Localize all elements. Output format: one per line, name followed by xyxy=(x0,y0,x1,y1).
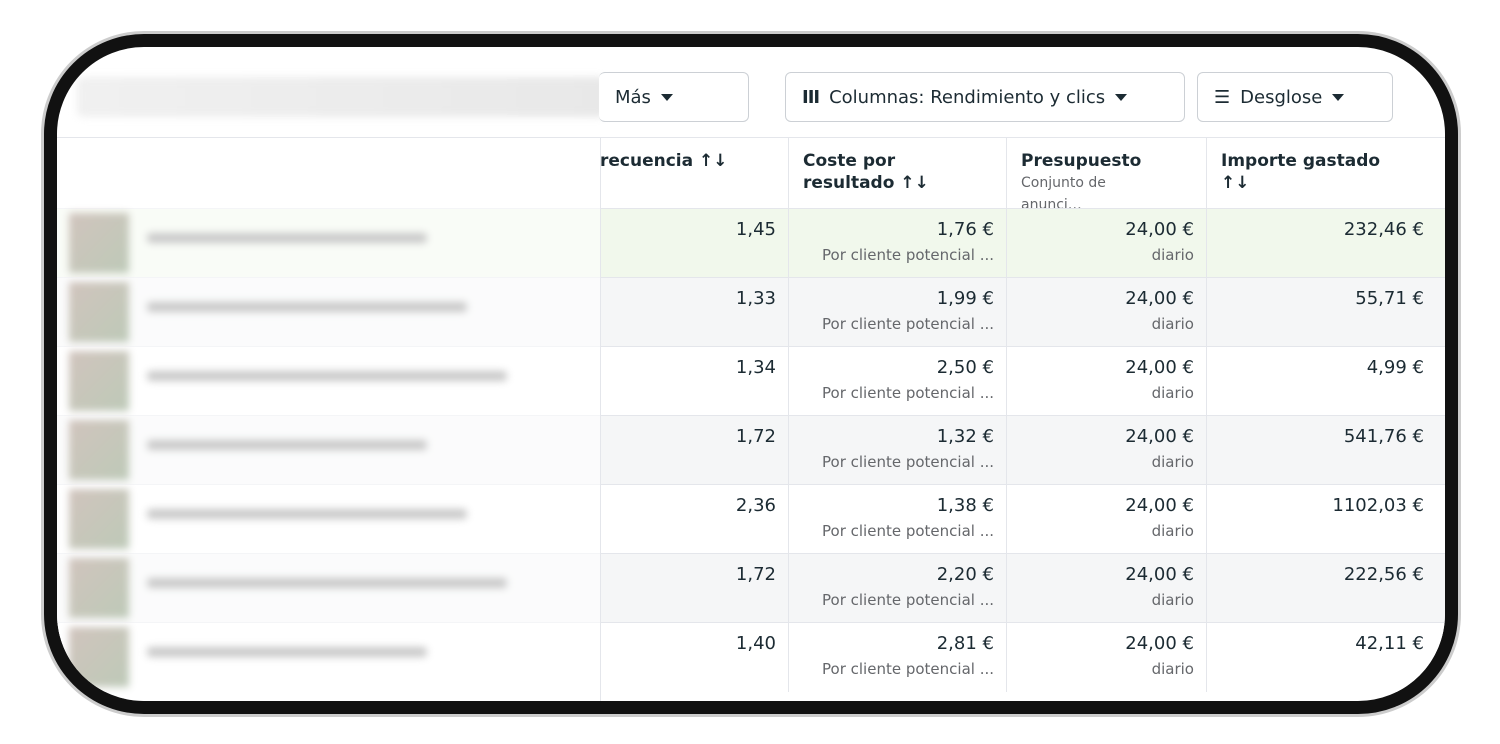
more-button[interactable]: Más xyxy=(599,72,749,122)
cell-value: 222,56 € xyxy=(1343,564,1424,585)
cell-note: Por cliente potencial ... xyxy=(822,384,994,402)
cell-frequency: 1,72 xyxy=(600,554,788,623)
cell-value: 2,50 € xyxy=(936,357,994,378)
cell-spent: 42,11 € xyxy=(1206,623,1436,692)
header-cost[interactable]: Coste por resultado ↑↓ xyxy=(788,138,1006,208)
cell-frequency: 1,40 xyxy=(600,623,788,692)
cell-budget: 24,00 € diario xyxy=(1006,623,1206,692)
header-frequency[interactable]: recuencia ↑↓ xyxy=(600,138,788,208)
cell-cost: 2,50 € Por cliente potencial ... xyxy=(788,347,1006,416)
breakdown-button[interactable]: ☰ Desglose xyxy=(1197,72,1393,122)
cell-spent: 4,99 € xyxy=(1206,347,1436,416)
cell-value: 541,76 € xyxy=(1343,426,1424,447)
cell-value: 24,00 € xyxy=(1125,495,1194,516)
cell-spent: 541,76 € xyxy=(1206,416,1436,485)
header-spent[interactable]: Importe gastado ↑↓ xyxy=(1206,138,1436,208)
header-budget[interactable]: Presupuesto Conjunto de anunci… xyxy=(1006,138,1206,213)
cell-value: 4,99 € xyxy=(1366,357,1424,378)
cell-note: diario xyxy=(1151,315,1194,333)
cell-spent: 222,56 € xyxy=(1206,554,1436,623)
header-label: Importe gastado ↑↓ xyxy=(1221,151,1381,193)
cell-note: Por cliente potencial ... xyxy=(822,315,994,333)
cell-value: 1,45 xyxy=(735,219,776,240)
cell-cost: 2,81 € Por cliente potencial ... xyxy=(788,623,1006,692)
cell-cost: 1,32 € Por cliente potencial ... xyxy=(788,416,1006,485)
cell-cost: 1,99 € Por cliente potencial ... xyxy=(788,278,1006,347)
cell-cost: 2,20 € Por cliente potencial ... xyxy=(788,554,1006,623)
cell-value: 1,40 xyxy=(735,633,776,654)
header-label: Presupuesto xyxy=(1021,151,1142,171)
button-label: Más xyxy=(615,86,651,108)
cell-value: 1,38 € xyxy=(936,495,994,516)
cell-spent: 55,71 € xyxy=(1206,278,1436,347)
cell-value: 1,99 € xyxy=(936,288,994,309)
cell-value: 1,72 xyxy=(735,564,776,585)
cell-value: 42,11 € xyxy=(1355,633,1424,654)
cell-value: 2,36 xyxy=(735,495,776,516)
cell-cost: 1,76 € Por cliente potencial ... xyxy=(788,209,1006,278)
cell-note: Por cliente potencial ... xyxy=(822,591,994,609)
cell-value: 55,71 € xyxy=(1355,288,1424,309)
cell-value: 1102,03 € xyxy=(1332,495,1424,516)
cell-note: Por cliente potencial ... xyxy=(822,660,994,678)
cell-budget: 24,00 € diario xyxy=(1006,416,1206,485)
cell-frequency: 2,36 xyxy=(600,485,788,554)
header-label: Coste por resultado ↑↓ xyxy=(803,151,929,193)
cell-value: 24,00 € xyxy=(1125,564,1194,585)
cell-note: diario xyxy=(1151,660,1194,678)
cell-note: diario xyxy=(1151,246,1194,264)
cell-value: 24,00 € xyxy=(1125,633,1194,654)
blurred-name-panel xyxy=(57,138,601,701)
cell-cost: 1,38 € Por cliente potencial ... xyxy=(788,485,1006,554)
cell-budget: 24,00 € diario xyxy=(1006,209,1206,278)
cell-value: 24,00 € xyxy=(1125,288,1194,309)
cell-budget: 24,00 € diario xyxy=(1006,485,1206,554)
cell-value: 24,00 € xyxy=(1125,219,1194,240)
cell-spent: 1102,03 € xyxy=(1206,485,1436,554)
cell-value: 24,00 € xyxy=(1125,357,1194,378)
header-label: recuencia ↑↓ xyxy=(600,151,728,171)
cell-budget: 24,00 € diario xyxy=(1006,278,1206,347)
cell-note: diario xyxy=(1151,591,1194,609)
cell-note: Por cliente potencial ... xyxy=(822,522,994,540)
cell-value: 1,76 € xyxy=(936,219,994,240)
cell-value: 2,20 € xyxy=(936,564,994,585)
cell-value: 2,81 € xyxy=(936,633,994,654)
cell-note: diario xyxy=(1151,453,1194,471)
cell-value: 1,72 xyxy=(735,426,776,447)
cell-budget: 24,00 € diario xyxy=(1006,554,1206,623)
cell-value: 24,00 € xyxy=(1125,426,1194,447)
cell-spent: 232,46 € xyxy=(1206,209,1436,278)
cell-value: 1,34 xyxy=(735,357,776,378)
cell-note: Por cliente potencial ... xyxy=(822,246,994,264)
cell-value: 1,32 € xyxy=(936,426,994,447)
phone-frame: Más III Columnas: Rendimiento y clics ☰ De… xyxy=(44,34,1458,714)
cell-frequency: 1,45 xyxy=(600,209,788,278)
cell-value: 1,33 xyxy=(735,288,776,309)
button-label: Desglose xyxy=(1240,86,1323,108)
cell-frequency: 1,34 xyxy=(600,347,788,416)
cell-budget: 24,00 € diario xyxy=(1006,347,1206,416)
cell-value: 232,46 € xyxy=(1343,219,1424,240)
blurred-toolbar xyxy=(77,77,607,117)
columns-button[interactable]: III Columnas: Rendimiento y clics xyxy=(785,72,1185,122)
cell-note: Por cliente potencial ... xyxy=(822,453,994,471)
cell-frequency: 1,33 xyxy=(600,278,788,347)
cell-note: diario xyxy=(1151,522,1194,540)
cell-frequency: 1,72 xyxy=(600,416,788,485)
cell-note: diario xyxy=(1151,384,1194,402)
button-label: Columnas: Rendimiento y clics xyxy=(829,86,1106,108)
